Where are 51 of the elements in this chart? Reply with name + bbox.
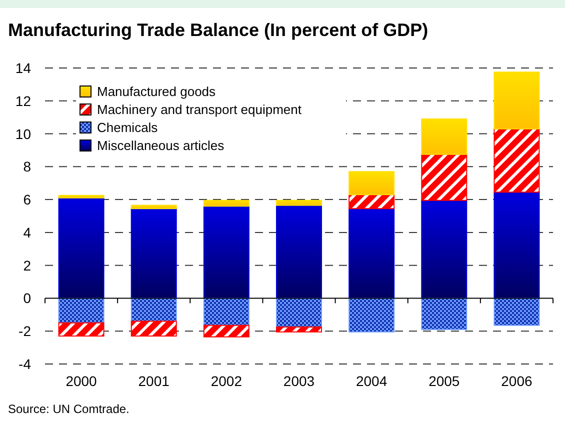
bar <box>203 298 250 326</box>
y-tick-label: 10 <box>15 126 32 142</box>
x-tick-label: 2004 <box>356 373 388 389</box>
legend-label: Miscellaneous articles <box>97 138 225 153</box>
bar <box>421 118 468 155</box>
legend-label: Machinery and transport equipment <box>97 102 302 117</box>
bar <box>58 322 104 337</box>
bar <box>276 326 322 332</box>
bar <box>494 72 540 130</box>
bar <box>130 320 177 337</box>
bar <box>494 298 540 326</box>
legend-label: Chemicals <box>97 120 158 135</box>
x-tick-label: 2001 <box>138 373 170 389</box>
legend-label: Manufactured goods <box>97 84 216 99</box>
y-tick-label: 6 <box>23 192 32 208</box>
bar <box>494 128 540 193</box>
bar <box>130 208 177 299</box>
bar <box>348 298 395 332</box>
bar <box>58 298 104 324</box>
bar <box>494 192 540 299</box>
bar <box>421 298 468 330</box>
y-tick-label: -2 <box>18 323 32 340</box>
x-tick-label: 2003 <box>283 373 315 389</box>
bar <box>348 171 395 196</box>
y-tick-label: 14 <box>15 60 32 76</box>
bar <box>276 200 322 206</box>
chart-title: Manufacturing Trade Balance (In percent of GDP) <box>8 20 428 40</box>
bar <box>130 298 177 322</box>
bar <box>421 154 468 201</box>
y-tick-label: 2 <box>23 257 32 274</box>
bar <box>276 298 322 328</box>
bar <box>58 197 104 299</box>
x-tick-label: 2005 <box>428 373 460 389</box>
bar <box>203 206 250 299</box>
x-tick-label: 2000 <box>66 373 98 389</box>
bar <box>348 194 395 210</box>
bar <box>203 200 250 207</box>
source-note: Source: UN Comtrade. <box>8 402 130 416</box>
y-tick-label: 8 <box>23 158 32 175</box>
bar <box>348 208 395 299</box>
bar <box>130 204 177 210</box>
bar <box>276 204 322 299</box>
bar <box>203 324 250 338</box>
x-tick-label: 2002 <box>210 373 242 389</box>
y-tick-label: 0 <box>23 290 32 306</box>
y-tick-label: 12 <box>15 92 32 109</box>
y-tick-label: 4 <box>23 224 32 240</box>
bar <box>58 194 104 198</box>
x-tick-label: 2006 <box>501 373 532 389</box>
bar <box>421 200 468 299</box>
y-tick-label: -4 <box>18 356 32 372</box>
